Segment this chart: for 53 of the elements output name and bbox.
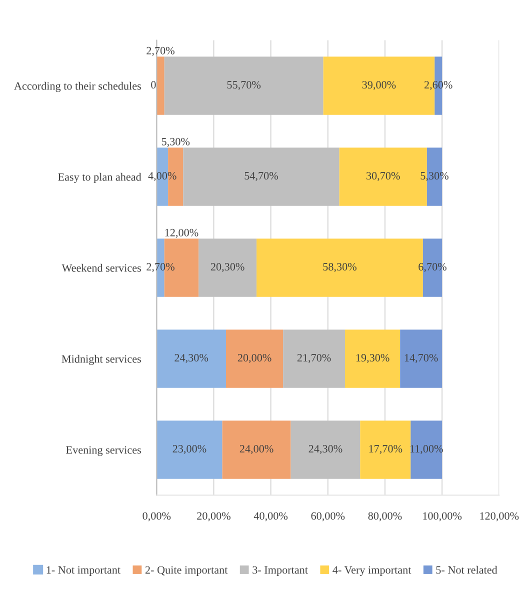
data-label: 12,00%	[165, 228, 198, 238]
data-label: 23,00%	[172, 445, 206, 454]
bar	[156, 330, 226, 388]
data-label: 20,30%	[210, 263, 244, 272]
y-tick-label: Evening services	[66, 446, 141, 456]
data-label: 24,30%	[308, 445, 342, 454]
bar	[156, 56, 164, 115]
x-tick-label: 80,00%	[368, 512, 402, 522]
y-tick-label: Midnight services	[62, 354, 141, 365]
data-label: 14,70%	[404, 354, 438, 364]
x-tick-label: 60,00%	[311, 512, 345, 522]
bar	[222, 420, 291, 479]
data-label: 20,00%	[238, 354, 272, 364]
data-label: 55,70%	[227, 81, 261, 90]
bar	[198, 238, 257, 297]
bar	[183, 148, 340, 206]
data-label: 39,00%	[362, 81, 396, 90]
data-label: 24,30%	[174, 354, 208, 364]
legend-label: 5- Not related	[436, 566, 498, 574]
legend-label: 1- Not important	[46, 566, 120, 576]
bar	[164, 56, 324, 115]
data-label: 58,30%	[323, 263, 356, 272]
data-label: 2,70%	[146, 46, 174, 56]
x-tick-label: 20,00%	[197, 512, 230, 522]
y-tick-label: Weekend services	[62, 264, 141, 272]
bar	[156, 420, 222, 479]
bar	[410, 420, 442, 479]
data-label: 17,70%	[369, 445, 402, 454]
data-label: 5,30%	[162, 138, 190, 147]
bar	[290, 420, 360, 479]
bar	[226, 330, 284, 388]
y-tick-label: According to their schedules	[14, 82, 141, 92]
data-label: 30,70%	[366, 172, 400, 182]
data-label: 19,30%	[356, 354, 390, 364]
bar	[400, 330, 442, 388]
bar	[283, 330, 346, 388]
data-label: 2,60%	[424, 81, 452, 90]
x-tick-label: 120,00%	[480, 512, 519, 522]
x-tick-label: 0,00%	[142, 512, 171, 522]
y-tick-label: Easy to plan ahead	[58, 172, 142, 184]
bar	[360, 420, 411, 479]
data-label: 24,00%	[240, 445, 274, 454]
data-label: 2,70%	[146, 263, 174, 272]
data-label: 21,70%	[297, 354, 331, 364]
data-label: 0	[151, 81, 156, 89]
bar	[345, 330, 400, 388]
x-tick-label: 100,00%	[423, 512, 462, 522]
data-label: 4,00%	[148, 172, 176, 182]
legend-label: 3- Important	[252, 566, 308, 576]
x-tick-label: 40,00%	[254, 512, 288, 522]
data-label: 54,70%	[244, 172, 278, 182]
legend-label: 2- Quite important	[145, 566, 228, 576]
legend-label: 4- Very important	[332, 566, 412, 576]
